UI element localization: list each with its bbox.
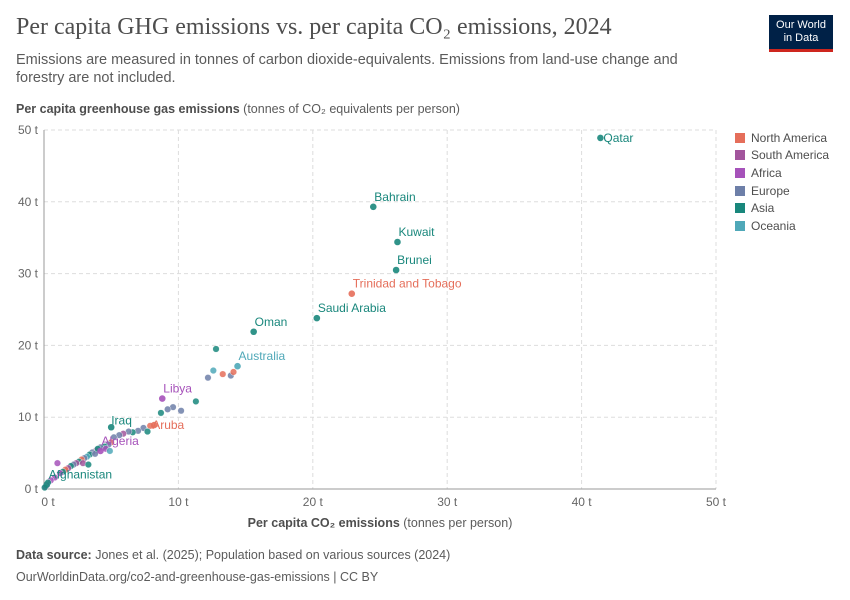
point-label: Iraq: [111, 413, 132, 427]
data-point-qatar: [597, 134, 604, 142]
x-tick-label: 20 t: [303, 495, 324, 509]
logo-line-2: in Data: [783, 32, 819, 44]
data-point-afghanistan: [43, 481, 50, 488]
legend-label: Asia: [751, 201, 775, 216]
chart-title: Per capita GHG emissions vs. per capita …: [16, 14, 612, 40]
point-label: Saudi Arabia: [318, 301, 386, 315]
x-tick-label: 40 t: [572, 495, 593, 509]
data-point-saudi-arabia: [313, 314, 321, 322]
owid-logo[interactable]: Our World in Data: [769, 15, 833, 52]
data-point-brunei: [392, 266, 400, 274]
point-label: Algeria: [101, 434, 139, 448]
point-label: Afghanistan: [49, 468, 112, 482]
legend-label: Oceania: [751, 218, 796, 233]
x-axis-label: Per capita CO₂ emissions (tonnes per per…: [0, 516, 760, 530]
point-label: Libya: [163, 382, 192, 396]
legend-item-oceania[interactable]: Oceania: [735, 217, 829, 235]
legend-label: North America: [751, 130, 828, 145]
data-point: [143, 428, 151, 436]
y-tick-label: 20 t: [18, 338, 39, 352]
data-point: [164, 405, 172, 413]
legend-label: South America: [751, 148, 830, 163]
data-point-trinidad-and-tobago: [348, 290, 356, 298]
x-tick-label: 10 t: [168, 495, 189, 509]
legend-swatch: [735, 167, 745, 178]
chart-subtitle: Emissions are measured in tonnes of carb…: [16, 52, 678, 86]
x-axis-label-units: (tonnes per person): [399, 516, 513, 530]
data-point-algeria: [97, 447, 104, 455]
data-point: [106, 447, 114, 455]
y-tick-label: 40 t: [18, 195, 39, 209]
data-point-bahrain: [369, 203, 377, 211]
y-axis-label-bold: Per capita greenhouse gas emissions: [16, 102, 240, 116]
data-point: [219, 370, 227, 378]
data-source-label: Data source:: [16, 548, 92, 562]
data-source-text: Jones et al. (2025); Population based on…: [95, 548, 451, 562]
y-axis-label-units: (tonnes of CO₂ equivalents per person): [239, 102, 460, 116]
legend: North America South America Africa Europe As…: [735, 129, 829, 235]
y-axis-label: Per capita greenhouse gas emissions (ton…: [16, 102, 460, 116]
data-source: Data source: Jones et al. (2025); Popula…: [16, 548, 450, 562]
legend-swatch: [735, 150, 745, 161]
y-tick-label: 0 t: [25, 482, 39, 496]
legend-swatch: [735, 220, 745, 231]
point-label: Oman: [255, 315, 288, 329]
x-axis-label-bold: Per capita CO₂ emissions: [247, 516, 400, 530]
y-tick-label: 30 t: [18, 267, 39, 281]
point-label: Kuwait: [398, 225, 435, 239]
x-tick-label: 50 t: [706, 495, 727, 509]
data-point: [204, 374, 212, 382]
data-point-australia: [234, 362, 241, 370]
data-point-iraq: [107, 423, 115, 431]
legend-item-europe[interactable]: Europe: [735, 182, 829, 200]
data-point: [84, 461, 92, 469]
legend-label: Africa: [751, 165, 782, 180]
data-point: [209, 367, 217, 375]
legend-swatch: [735, 132, 745, 143]
data-point: [56, 469, 64, 477]
legend-swatch: [735, 203, 745, 214]
legend-label: Europe: [751, 183, 790, 198]
point-label: Australia: [239, 349, 286, 363]
point-label: Aruba: [152, 418, 184, 432]
logo-line-1: Our World: [776, 19, 826, 31]
legend-item-asia[interactable]: Asia: [735, 199, 829, 217]
data-point: [230, 368, 238, 376]
data-point-kuwait: [394, 238, 401, 246]
x-tick-label: 0 t: [41, 495, 55, 509]
legend-item-africa[interactable]: Africa: [735, 164, 829, 182]
point-label: Bahrain: [374, 190, 415, 204]
source-url[interactable]: OurWorldinData.org/co2-and-greenhouse-ga…: [16, 570, 379, 584]
data-point: [212, 345, 220, 353]
data-point-aruba: [150, 421, 158, 429]
data-point: [157, 409, 165, 417]
point-label: Qatar: [603, 131, 633, 145]
point-label: Brunei: [397, 253, 432, 267]
legend-swatch: [735, 185, 745, 196]
data-point-oman: [250, 328, 257, 336]
data-point-libya: [158, 395, 166, 402]
y-tick-label: 50 t: [18, 123, 39, 137]
point-label: Trinidad and Tobago: [353, 277, 462, 291]
legend-item-north-america[interactable]: North America: [735, 129, 829, 147]
y-tick-label: 10 t: [18, 410, 39, 424]
legend-item-south-america[interactable]: South America: [735, 147, 829, 165]
data-point: [192, 397, 200, 405]
x-tick-label: 30 t: [437, 495, 458, 509]
data-point: [53, 459, 61, 467]
data-point: [177, 407, 185, 415]
